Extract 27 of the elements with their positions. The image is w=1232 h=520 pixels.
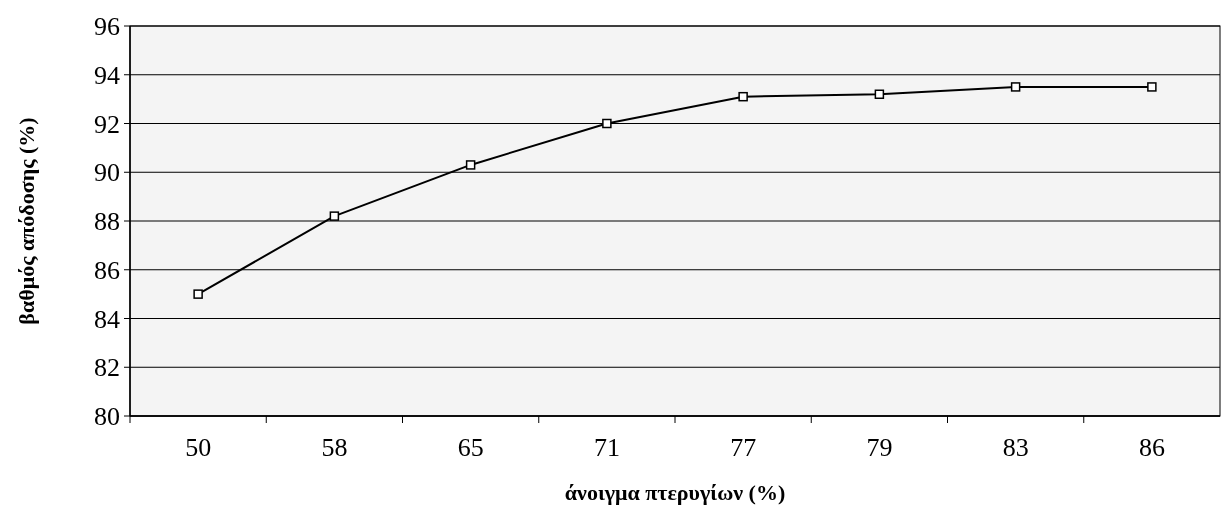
x-tick-label: 77 xyxy=(730,433,757,462)
y-tick-label: 82 xyxy=(94,353,120,383)
y-tick-label: 86 xyxy=(94,255,120,285)
y-tick-label: 88 xyxy=(94,207,120,237)
y-tick-label: 94 xyxy=(94,60,120,90)
y-tick-label: 84 xyxy=(94,304,120,334)
x-tick-label: 86 xyxy=(1138,433,1165,462)
point xyxy=(193,289,203,299)
y-axis-title: βαθμός απόδοσης (%) xyxy=(14,117,39,325)
x-tick-label: 71 xyxy=(593,433,620,462)
x-tick-label: 83 xyxy=(1002,433,1029,462)
x-tick-label: 50 xyxy=(185,433,212,462)
point xyxy=(602,118,612,129)
x-tick-label: 79 xyxy=(866,433,893,462)
y-tick-label: 96 xyxy=(94,12,120,42)
y-tick-label: 80 xyxy=(94,402,120,432)
point xyxy=(329,211,340,221)
y-tick-label: 92 xyxy=(94,109,120,139)
x-axis-title: άνοιγμα πτερυγίων (%) xyxy=(564,480,786,505)
y-tick-label: 90 xyxy=(94,158,120,188)
x-tick-label: 65 xyxy=(457,433,484,462)
point xyxy=(465,160,476,170)
x-tick-label: 58 xyxy=(321,433,348,462)
point xyxy=(874,89,885,99)
point xyxy=(1010,82,1021,92)
point xyxy=(738,91,748,102)
point xyxy=(1147,82,1157,92)
